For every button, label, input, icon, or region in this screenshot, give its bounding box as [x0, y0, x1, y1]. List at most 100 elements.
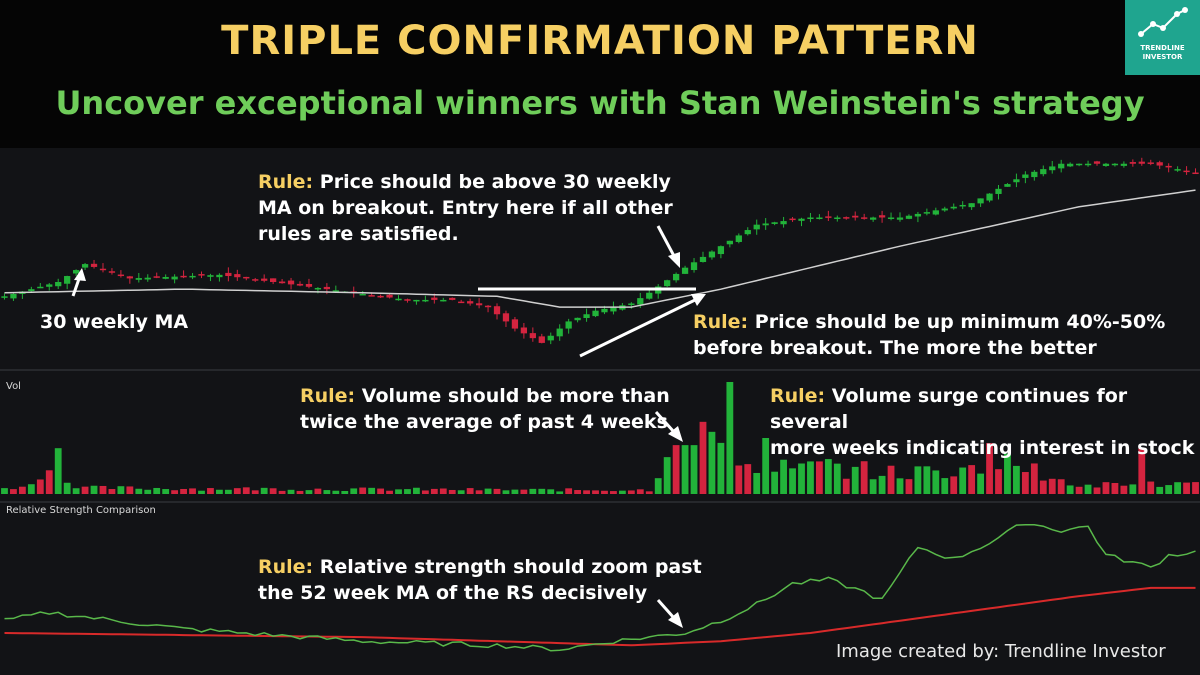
volume-bar	[654, 478, 662, 494]
volume-bar	[27, 484, 35, 494]
candle-body	[28, 289, 35, 292]
ma-label: 30 weekly MA	[40, 311, 189, 333]
volume-bar	[1192, 482, 1199, 494]
candle-body	[422, 299, 429, 302]
volume-bar	[592, 490, 599, 494]
candle-body	[717, 246, 725, 255]
volume-bar	[457, 490, 465, 494]
candle-body	[1138, 161, 1145, 164]
candle-body	[314, 287, 322, 290]
volume-bar	[941, 478, 949, 494]
candle-body	[359, 293, 366, 296]
volume-bar	[1129, 484, 1137, 494]
candle-body	[243, 276, 250, 279]
candle-body	[81, 264, 89, 268]
volume-bar	[780, 459, 787, 494]
candle-body	[1, 296, 8, 298]
candle-body	[1013, 179, 1020, 183]
candle-body	[108, 271, 116, 273]
candle-body	[386, 294, 393, 298]
candle-body	[234, 274, 241, 278]
chart-area	[0, 148, 1200, 675]
volume-bar	[860, 461, 868, 494]
candle-body	[959, 204, 966, 207]
volume-bar	[717, 442, 725, 494]
volume-bar	[636, 489, 644, 494]
candle-body	[1075, 163, 1083, 166]
candle-body	[198, 274, 205, 276]
candle-body	[932, 210, 939, 215]
candle-body	[798, 218, 805, 221]
page-subtitle: Uncover exceptional winners with Stan We…	[55, 84, 1145, 122]
volume-bar	[645, 491, 653, 494]
volume-bar	[386, 490, 393, 494]
candle-body	[744, 230, 751, 235]
candle-body	[270, 278, 277, 282]
volume-bar	[771, 471, 779, 494]
candle-body	[628, 303, 635, 305]
volume-bar	[923, 466, 931, 494]
candle-body	[1102, 163, 1110, 166]
volume-bar	[484, 488, 492, 494]
candle-body	[637, 298, 644, 305]
candle-body	[1040, 169, 1047, 175]
volume-bar	[1147, 481, 1155, 494]
volume-bar	[439, 488, 447, 494]
volume-bar	[762, 438, 770, 494]
volume-bar	[1174, 482, 1182, 494]
volume-bar	[1057, 479, 1065, 494]
price-panel	[1, 157, 1199, 345]
volume-bar	[1004, 453, 1011, 494]
volume-bar	[45, 470, 53, 494]
candle-body	[986, 193, 993, 201]
candle-body	[55, 282, 62, 287]
volume-bar	[914, 466, 922, 494]
volume-panel	[1, 382, 1199, 494]
logo-line2: INVESTOR	[1142, 53, 1183, 61]
rule5-line2: the 52 week MA of the RS decisively	[258, 582, 648, 604]
candle-body	[753, 224, 760, 230]
candle-body	[977, 198, 984, 204]
volume-bar	[565, 488, 573, 494]
candle-body	[404, 299, 411, 301]
candle-body	[1174, 169, 1181, 171]
rule1-line3: rules are satisfied.	[258, 223, 459, 245]
volume-bar	[117, 486, 125, 494]
volume-bar	[18, 486, 26, 494]
rule3-annotation: Rule: Volume should be more than twice t…	[300, 383, 670, 435]
volume-bar	[1120, 485, 1128, 494]
candle-body	[807, 217, 814, 219]
rule3-line1: Volume should be more than	[361, 385, 670, 407]
candle-body	[592, 310, 599, 317]
volume-bar	[842, 478, 850, 494]
candle-body	[261, 278, 268, 281]
candle-body	[726, 240, 733, 245]
rule-word: Rule:	[770, 385, 826, 407]
volume-bar	[959, 467, 967, 494]
volume-bar	[744, 464, 752, 494]
candle-body	[1183, 170, 1190, 173]
candle-body	[816, 217, 823, 219]
candle-body	[1093, 161, 1101, 164]
candle-body	[610, 307, 617, 312]
volume-bar	[708, 431, 716, 494]
volume-bar	[144, 489, 152, 494]
rs-panel	[4, 523, 1196, 652]
candle-body	[431, 297, 438, 300]
rs-panel-label: Relative Strength Comparison	[6, 505, 156, 516]
rising-line-chart-icon	[1138, 7, 1188, 37]
volume-bar	[314, 488, 322, 494]
candle-body	[332, 290, 339, 292]
rule2-line1: Price should be up minimum 40%-50%	[754, 311, 1166, 333]
volume-bar	[430, 488, 438, 494]
volume-bar	[896, 478, 904, 494]
volume-bar	[1021, 472, 1029, 494]
rule-word: Rule:	[258, 556, 314, 578]
rule3-line2: twice the average of past 4 weeks	[300, 411, 668, 433]
volume-bar	[627, 490, 635, 494]
candle-body	[1165, 165, 1172, 168]
logo-line1: TRENDLINE	[1140, 44, 1185, 52]
candle-body	[1049, 166, 1056, 171]
rs-line	[4, 523, 1196, 652]
rule2-annotation: Rule: Price should be up minimum 40%-50%…	[693, 309, 1165, 361]
